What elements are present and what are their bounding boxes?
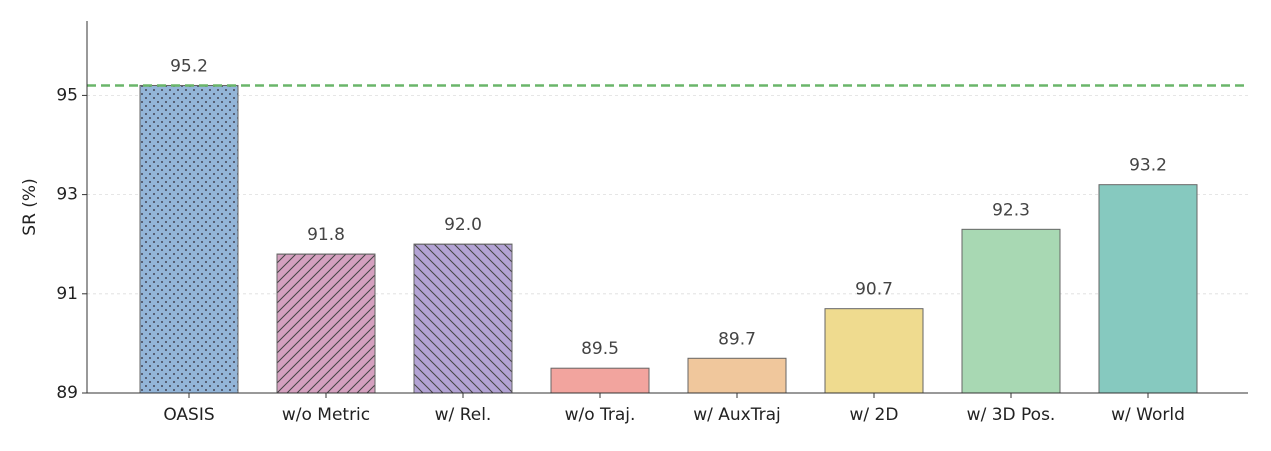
bar-hatch [413,243,513,394]
x-tick-label: OASIS [163,405,214,425]
y-tick-label: 95 [56,85,78,105]
value-label: 91.8 [307,225,345,245]
x-tick-label: w/o Traj. [565,405,636,425]
y-tick-label: 93 [56,185,78,205]
x-tick-label: w/ Rel. [435,405,492,425]
bar [687,357,787,394]
bar-hatch [276,253,376,394]
y-tick-label: 91 [56,284,78,304]
x-tick-label: w/ AuxTraj [693,405,781,425]
bar [1098,184,1198,394]
x-tick-label: w/ 2D [850,405,899,425]
value-label: 95.2 [170,56,208,76]
bar [961,228,1061,394]
x-tick-label: w/ World [1111,405,1185,425]
bar [550,367,650,394]
value-label: 93.2 [1129,156,1167,176]
value-label: 89.7 [718,329,756,349]
x-tick-label: w/o Metric [282,405,370,425]
value-label: 90.7 [855,280,893,300]
bar [824,308,924,394]
x-tick-label: w/ 3D Pos. [967,405,1056,425]
value-label: 92.3 [992,200,1030,220]
value-label: 92.0 [444,215,482,235]
bar-hatch [139,84,239,394]
value-label: 89.5 [581,339,619,359]
y-tick-label: 89 [56,383,78,403]
y-axis-label: SR (%) [20,178,40,235]
